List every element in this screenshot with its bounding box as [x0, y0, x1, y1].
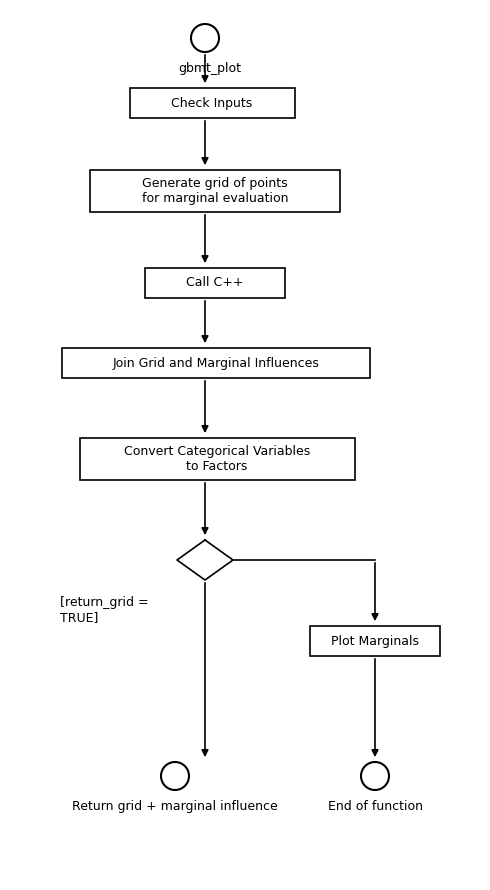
Text: Call C++: Call C++: [186, 277, 244, 289]
Bar: [310, 626, 440, 656]
Text: Check Inputs: Check Inputs: [172, 96, 253, 109]
Polygon shape: [177, 540, 233, 580]
Text: Join Grid and Marginal Influences: Join Grid and Marginal Influences: [113, 357, 319, 369]
Text: Plot Marginals: Plot Marginals: [331, 635, 419, 648]
Bar: [145, 268, 285, 298]
Bar: [80, 438, 355, 480]
Text: End of function: End of function: [327, 800, 422, 813]
Bar: [130, 88, 295, 118]
Bar: [62, 348, 370, 378]
Text: Generate grid of points
for marginal evaluation: Generate grid of points for marginal eva…: [142, 177, 288, 205]
Text: Return grid + marginal influence: Return grid + marginal influence: [72, 800, 278, 813]
Text: Convert Categorical Variables
to Factors: Convert Categorical Variables to Factors: [124, 445, 310, 473]
Text: [return_grid =
TRUE]: [return_grid = TRUE]: [60, 596, 148, 624]
Text: gbmt_plot: gbmt_plot: [178, 62, 241, 75]
Bar: [90, 170, 340, 212]
